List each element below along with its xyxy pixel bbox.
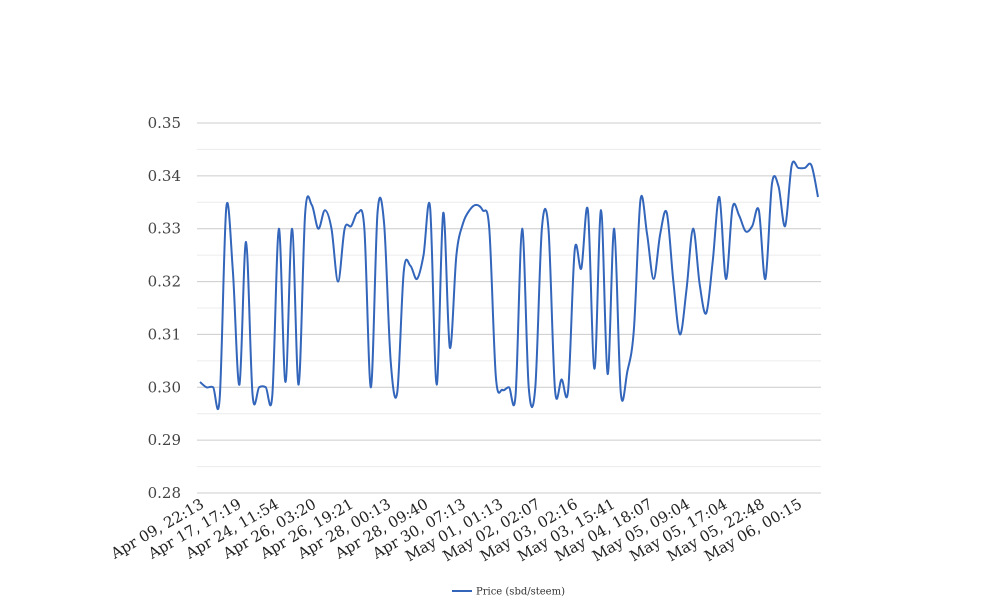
y-tick-label: 0.33 bbox=[148, 220, 181, 238]
grid-lines bbox=[197, 122, 821, 494]
y-tick-label: 0.29 bbox=[148, 431, 181, 449]
legend: Price (sbd/steem) bbox=[452, 587, 565, 598]
series-layer bbox=[199, 160, 819, 410]
legend-label: Price (sbd/steem) bbox=[476, 587, 565, 598]
y-tick-label: 0.34 bbox=[148, 167, 181, 185]
y-tick-label: 0.35 bbox=[148, 114, 181, 132]
y-axis-ticks: 0.28 0.29 0.30 0.31 0.32 0.33 0.34 0.35 bbox=[148, 114, 181, 502]
y-tick-label: 0.32 bbox=[148, 273, 181, 291]
y-tick-label: 0.31 bbox=[148, 325, 181, 343]
y-tick-label: 0.28 bbox=[148, 484, 181, 502]
y-tick-label: 0.30 bbox=[148, 378, 181, 396]
series-line-price bbox=[199, 160, 819, 410]
